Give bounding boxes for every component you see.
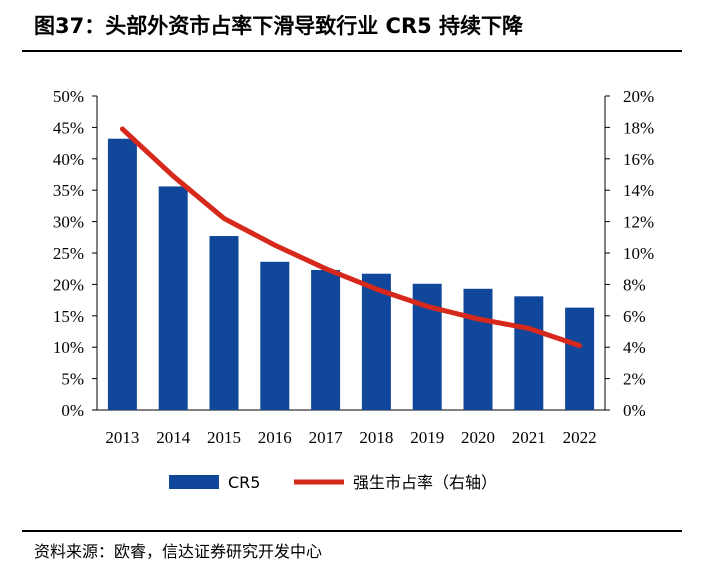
title-divider	[22, 50, 682, 52]
bar-cr5	[260, 261, 290, 410]
bar-cr5	[514, 296, 544, 410]
bar-cr5	[311, 269, 341, 410]
bar-cr5	[463, 288, 493, 410]
legend-swatch-cr5	[169, 475, 219, 489]
left-tick-label: 15%	[53, 307, 84, 326]
left-tick-label: 45%	[53, 118, 84, 137]
x-tick-label: 2021	[512, 428, 546, 447]
line-series	[119, 126, 583, 349]
tick-labels: 0% 5% 10% 15% 20% 25% 30% 35% 40% 45% 50% 0% 2% 4% 6% 8…	[53, 87, 654, 447]
left-tick-label: 35%	[53, 181, 84, 200]
right-tick-label: 2%	[623, 370, 646, 389]
left-tick-label: 30%	[53, 213, 84, 232]
combo-chart: 0% 5% 10% 15% 20% 25% 30% 35% 40% 45% 50% 0% 2% 4% 6% 8…	[53, 87, 654, 492]
left-tick-label: 40%	[53, 150, 84, 169]
x-tick-label: 2017	[309, 428, 344, 447]
x-tick-label: 2014	[156, 428, 191, 447]
left-tick-label: 20%	[53, 275, 84, 294]
right-tick-label: 4%	[623, 338, 646, 357]
right-tick-label: 12%	[623, 213, 654, 232]
bar-cr5	[361, 273, 391, 410]
x-tick-label: 2018	[359, 428, 393, 447]
left-tick-label: 10%	[53, 338, 84, 357]
x-tick-label: 2013	[105, 428, 139, 447]
right-tick-label: 6%	[623, 307, 646, 326]
legend-label-jnj: 强生市占率（右轴）	[353, 473, 497, 492]
x-tick-label: 2020	[461, 428, 495, 447]
right-tick-label: 18%	[623, 118, 654, 137]
footer-divider	[22, 530, 682, 532]
left-tick-label: 25%	[53, 244, 84, 263]
legend-label-cr5: CR5	[228, 473, 260, 492]
bar-cr5	[209, 236, 239, 410]
x-tick-label: 2016	[258, 428, 292, 447]
right-tick-label: 20%	[623, 87, 654, 106]
right-tick-label: 14%	[623, 181, 654, 200]
source-note: 资料来源：欧睿，信达证券研究开发中心	[34, 542, 323, 561]
line-jnj-share	[119, 126, 583, 349]
x-tick-label: 2019	[410, 428, 444, 447]
right-tick-label: 0%	[623, 401, 646, 420]
legend: CR5 强生市占率（右轴）	[169, 473, 497, 492]
left-tick-label: 50%	[53, 87, 84, 106]
right-tick-label: 10%	[623, 244, 654, 263]
right-tick-label: 16%	[623, 150, 654, 169]
right-tick-label: 8%	[623, 275, 646, 294]
left-tick-label: 5%	[61, 370, 84, 389]
left-tick-label: 0%	[61, 401, 84, 420]
x-tick-label: 2022	[563, 428, 597, 447]
bar-cr5	[158, 186, 188, 410]
chart-title: 图37：头部外资市占率下滑导致行业 CR5 持续下降	[34, 14, 524, 38]
bar-cr5	[107, 138, 137, 411]
bar-cr5	[565, 307, 595, 410]
x-tick-label: 2015	[207, 428, 241, 447]
bar-series	[107, 138, 595, 411]
